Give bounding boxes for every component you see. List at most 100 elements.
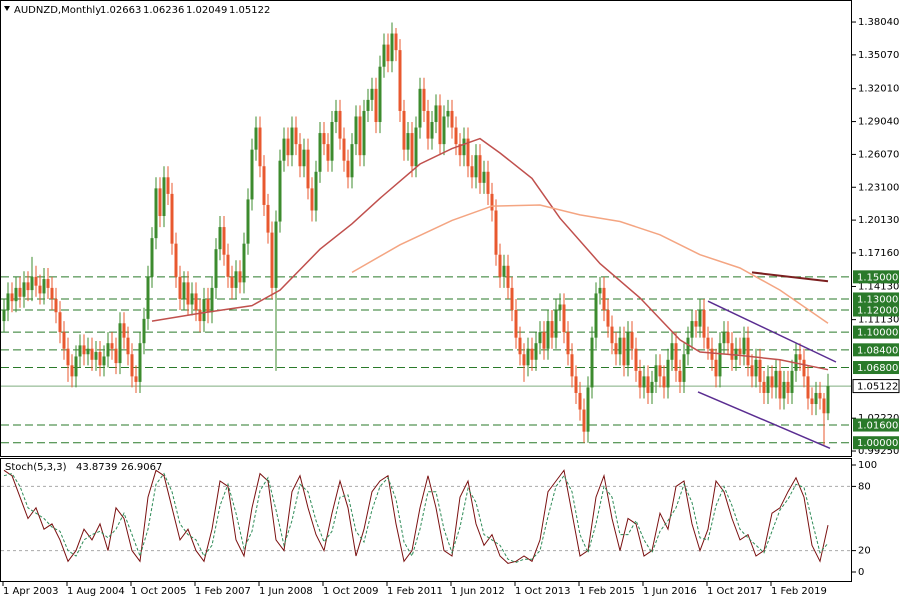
y-tick-label: 20 [858, 546, 871, 557]
candle-body [482, 171, 486, 183]
ohlc-close: 1.05122 [229, 5, 270, 16]
candle-body [538, 332, 542, 344]
candle-body [18, 287, 22, 297]
candle-body [62, 332, 66, 349]
level-label: 1.08400 [857, 345, 898, 356]
candle-body [598, 287, 602, 294]
x-tick-label: 1 Oct 2017 [707, 586, 762, 597]
candle-body [394, 33, 398, 51]
candle-body [406, 133, 410, 150]
candle-body [786, 381, 790, 393]
candle-body [90, 348, 94, 360]
price-panel [0, 0, 852, 457]
candle-body [638, 370, 642, 388]
moving-average [751, 271, 829, 283]
candle-body [646, 376, 650, 393]
candle-body [558, 304, 562, 311]
candle-body [562, 304, 566, 333]
candle-body [138, 343, 142, 382]
stoch-d-value: 26.9067 [121, 462, 162, 473]
candle-body [446, 110, 450, 117]
x-tick-label: 1 Jun 2008 [259, 586, 313, 597]
stoch-title: Stoch(5,3,3) [5, 462, 67, 473]
candle-body [158, 188, 162, 217]
candle-body [330, 122, 334, 161]
candle-body [606, 310, 610, 327]
candle-body [442, 116, 446, 145]
candle-body [514, 310, 518, 338]
candle-body [738, 348, 742, 355]
y-tick-label: 0.99250 [858, 446, 899, 457]
candle-body [478, 155, 482, 183]
candle-body [462, 138, 466, 156]
candle-body [110, 343, 114, 349]
candle-body [766, 376, 770, 393]
candle-body [702, 310, 706, 338]
collapse-icon[interactable] [4, 6, 10, 11]
moving-average [151, 137, 829, 371]
candle-body [742, 337, 746, 355]
candle-body [734, 348, 738, 360]
candle-body [710, 348, 714, 360]
y-tick-label: 0 [858, 567, 864, 578]
candle-body [318, 133, 322, 172]
candle-body [454, 127, 458, 145]
candle-body [818, 392, 822, 399]
candle-body [166, 177, 170, 194]
candle-body [294, 127, 298, 145]
candle-body [342, 138, 346, 161]
candle-body [274, 221, 278, 288]
candle-body [486, 171, 490, 194]
candle-body [382, 44, 386, 67]
candle-body [618, 337, 622, 355]
candle-body [286, 138, 290, 156]
candle-body [770, 376, 774, 388]
level-label: 1.12000 [857, 306, 898, 317]
x-tick-label: 1 Oct 2009 [323, 586, 378, 597]
level-label-box [853, 343, 899, 357]
candle-body [350, 144, 354, 178]
candle-body [2, 310, 6, 322]
level-label: 1.01600 [857, 421, 898, 432]
candle-body [438, 105, 442, 145]
candle-body [654, 365, 658, 382]
candle-body [418, 88, 422, 128]
candle-body [378, 66, 382, 123]
candle-body [118, 323, 122, 364]
candle-body [622, 337, 626, 366]
y-tick-label: 100 [858, 460, 877, 471]
candle-body [122, 323, 126, 338]
candle-body [234, 271, 238, 288]
candle-body [822, 398, 826, 414]
candle-body [790, 370, 794, 393]
candle-body [690, 321, 694, 338]
candle-body [206, 298, 210, 313]
candle-body [782, 381, 786, 399]
candle-body [390, 33, 394, 62]
candle-body [366, 99, 370, 111]
candle-body [186, 282, 190, 305]
y-tick-label: 1.11130 [858, 315, 899, 326]
candle-body [78, 345, 82, 357]
candle-body [650, 381, 654, 393]
candle-body [490, 193, 494, 211]
candle-body [530, 348, 534, 360]
candle-body [826, 386, 830, 414]
stoch-plot [1, 469, 851, 564]
candle-body [450, 110, 454, 128]
candle-body [402, 110, 406, 150]
candle-body [174, 243, 178, 277]
candle-body [42, 279, 46, 294]
x-tick-label: 1 Feb 2007 [195, 586, 251, 597]
candle-body [214, 249, 218, 288]
candle-body [730, 343, 734, 360]
y-tick-label: 80 [858, 481, 871, 492]
y-tick-label: 1.14130 [858, 281, 899, 292]
candle-body [238, 271, 242, 283]
candle-body [570, 354, 574, 377]
candle-body [506, 265, 510, 288]
candle-body [362, 110, 366, 156]
candle-body [102, 356, 106, 366]
candle-body [434, 105, 438, 123]
ohlc-open: 1.02663 [100, 5, 141, 16]
